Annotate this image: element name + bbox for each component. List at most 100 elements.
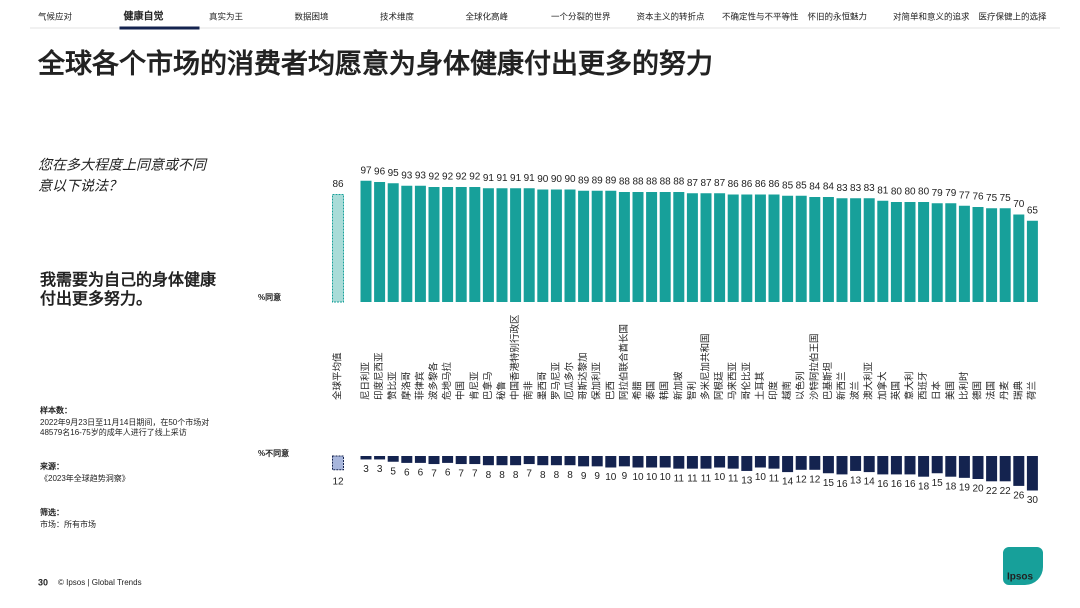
agree-bar [986, 208, 998, 302]
category-label: 德国 [972, 381, 984, 400]
category-label: 韩国 [659, 381, 671, 400]
disagree-value-label: 11 [687, 473, 698, 484]
agree-value-label: 89 [605, 175, 617, 186]
agree-value-label: 87 [700, 178, 712, 189]
category-label: 巴基斯坦 [822, 361, 834, 400]
disagree-value-label: 22 [986, 486, 998, 497]
category-label: 中国香港特别行政区 [509, 314, 521, 400]
disagree-bar [836, 456, 848, 475]
disagree-value-label: 6 [445, 468, 451, 479]
agree-value-label: 92 [469, 172, 481, 183]
agree-bar [850, 198, 862, 302]
agree-bar [360, 180, 372, 302]
agree-bar [809, 197, 821, 302]
disagree-bar [414, 456, 426, 463]
disagree-bar [822, 456, 834, 474]
disagree-value-label: 6 [404, 468, 410, 479]
disagree-bar [904, 456, 916, 475]
category-label: 巴西 [605, 381, 616, 400]
disagree-bar [605, 456, 617, 468]
agree-value-label: 91 [510, 173, 522, 184]
agree-value-label: 88 [660, 177, 672, 188]
agree-bar [931, 203, 943, 302]
disagree-bar [754, 456, 766, 468]
filter-text: 市场：所有市场 [40, 519, 96, 529]
disagree-value-label: 16 [891, 479, 903, 490]
disagree-value-label: 22 [1000, 486, 1012, 497]
agree-value-label: 83 [850, 183, 862, 194]
series-label: %不同意 [258, 448, 289, 458]
agree-value-label: 91 [524, 173, 536, 184]
agree-bar [768, 194, 780, 302]
category-label: 越南 [781, 381, 793, 400]
category-label: 阿根廷 [713, 371, 725, 400]
category-label: 巴拿马 [482, 371, 494, 400]
agree-value-label: 86 [755, 179, 767, 190]
disagree-bar [659, 456, 671, 468]
agree-bar [469, 187, 481, 302]
agree-value-label: 75 [1000, 193, 1012, 204]
disagree-bar [890, 456, 902, 475]
category-label: 哥伦比亚 [740, 361, 752, 400]
agree-value-label: 92 [428, 172, 440, 183]
agree-bar [890, 202, 902, 302]
disagree-bar [931, 456, 943, 474]
category-label: 赞比亚 [387, 371, 399, 400]
source-label: 来源： [39, 461, 64, 471]
agree-bar [564, 189, 576, 302]
agree-value-label: 88 [646, 177, 658, 188]
agree-value-label: 91 [496, 173, 508, 184]
category-label: 保加利亚 [591, 361, 603, 400]
disagree-value-label: 8 [499, 470, 505, 481]
agree-bar [332, 194, 344, 303]
sample-text: 48579名16-75岁的成年人进行了线上采访 [40, 427, 187, 437]
logo-shape [1003, 547, 1043, 585]
nav-item: 资本主义的转折点 [637, 11, 706, 21]
agree-value-label: 93 [415, 170, 427, 181]
disagree-value-label: 3 [377, 464, 383, 475]
disagree-value-label: 14 [782, 477, 794, 488]
nav-item: 气候应对 [38, 11, 73, 21]
disagree-value-label: 7 [431, 469, 437, 480]
category-label: 法国 [985, 381, 997, 400]
agree-value-label: 90 [564, 174, 576, 185]
nav-item: 对简单和意义的追求 [893, 11, 970, 21]
agree-bar [700, 193, 712, 302]
disagree-bar [374, 456, 386, 460]
agree-value-label: 93 [401, 170, 413, 181]
disagree-bar [1026, 456, 1038, 491]
question: 意以下说法？ [38, 178, 122, 194]
agree-bar [482, 188, 494, 302]
disagree-bar [877, 456, 889, 475]
disagree-bar [482, 456, 494, 466]
category-label: 摩洛哥 [400, 371, 412, 400]
disagree-bar [863, 456, 875, 473]
agree-bar [741, 194, 753, 302]
category-label: 多米尼加共和国 [700, 333, 712, 400]
category-label: 印度 [768, 381, 780, 401]
category-label: 马来西亚 [728, 361, 739, 400]
disagree-value-label: 9 [622, 471, 628, 482]
agree-value-label: 79 [945, 188, 957, 199]
disagree-value-label: 10 [646, 472, 658, 483]
agree-value-label: 86 [768, 179, 780, 190]
category-label: 加拿大 [876, 371, 888, 400]
agree-value-label: 95 [388, 168, 400, 179]
agree-bar [632, 192, 644, 302]
agree-value-label: 86 [332, 179, 344, 190]
agree-bar [618, 192, 630, 302]
disagree-value-label: 10 [714, 472, 726, 483]
disagree-value-label: 19 [959, 482, 971, 493]
disagree-value-label: 6 [418, 468, 424, 479]
agree-value-label: 81 [877, 185, 889, 196]
disagree-value-label: 20 [972, 484, 984, 495]
series-label: %同意 [258, 292, 281, 302]
agree-bar [578, 190, 590, 302]
sample-text: 2022年9月23日至11月14日期间，在50个市场对 [40, 417, 209, 427]
agree-bar [686, 193, 698, 302]
agree-bar [496, 188, 508, 302]
agree-value-label: 80 [918, 187, 930, 198]
disagree-value-label: 10 [632, 472, 644, 483]
sample-label: 样本数： [40, 405, 72, 415]
